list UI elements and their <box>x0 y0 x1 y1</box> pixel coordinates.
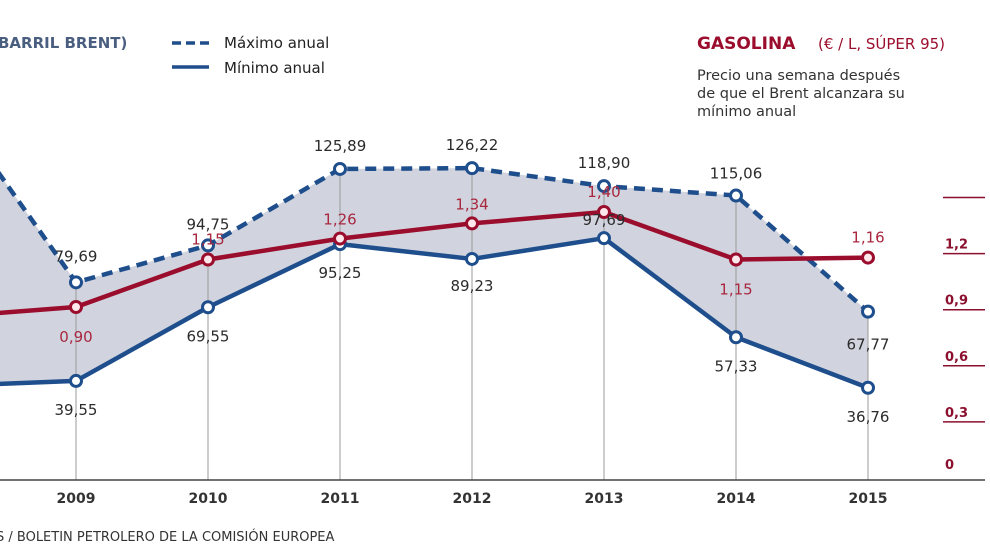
min-point-2010 <box>201 300 215 315</box>
gasoline-point-2013 <box>597 205 611 219</box>
max-label-2013: 118,90 <box>578 154 631 172</box>
gasoline-unit: (€ / L, SÚPER 95) <box>818 34 945 53</box>
gasoline-point-2012 <box>465 216 479 231</box>
max-point-2010 <box>201 238 215 253</box>
gasoline-point-2011 <box>333 231 347 246</box>
max-point-2009 <box>69 275 83 290</box>
gasoline-title: GASOLINA <box>697 34 796 54</box>
x-tick-2009: 2009 <box>57 491 96 507</box>
x-tick-2011: 2011 <box>321 491 360 507</box>
max-label-2009: 79,69 <box>55 247 98 265</box>
x-axis-labels: 2009 2010 2011 2012 2013 2014 2015 <box>57 491 888 507</box>
max-point-2011 <box>333 161 347 176</box>
gasoline-label-2014: 1,15 <box>719 281 752 299</box>
max-point-2015 <box>861 304 875 319</box>
legend-min-label: Mínimo anual <box>224 59 325 77</box>
x-tick-2010: 2010 <box>189 491 228 507</box>
max-point-2012 <box>465 161 479 176</box>
max-label-2010: 94,75 <box>187 215 230 233</box>
gasoline-point-2010 <box>201 252 215 267</box>
max-label-2015: 67,77 <box>847 336 890 354</box>
gasoline-label-2013: 1,40 <box>587 183 620 201</box>
gasoline-subtitle-line-3: mínimo anual <box>697 104 796 120</box>
right-axis: 0 0,3 0,6 0,9 1,2 <box>943 196 985 473</box>
min-point-2009 <box>69 373 83 388</box>
right-tick-label-4: 1,2 <box>945 238 968 253</box>
gasoline-label-2015: 1,16 <box>851 229 884 247</box>
gasoline-point-2014 <box>729 252 743 267</box>
x-tick-2013: 2013 <box>585 491 624 507</box>
min-label-2015: 36,76 <box>847 408 890 426</box>
min-label-2009: 39,55 <box>55 401 98 419</box>
x-tick-2015: 2015 <box>849 491 888 507</box>
max-point-2013 <box>597 179 611 194</box>
max-label-2014: 115,06 <box>710 165 763 183</box>
gasoline-point-2015 <box>861 250 875 265</box>
gasoline-subtitle-line-2: de que el Brent alcanzara su <box>697 86 905 102</box>
legend-max-label: Máximo anual <box>224 34 329 52</box>
series-min-line <box>0 235 869 390</box>
min-label-2014: 57,33 <box>715 357 758 375</box>
gasoline-subtitle-line-1: Precio una semana después <box>697 68 900 84</box>
max-label-2011: 125,89 <box>314 137 367 155</box>
min-point-2015 <box>861 380 875 395</box>
min-point-2014 <box>729 330 743 345</box>
max-point-2014 <box>729 188 743 203</box>
gasoline-label-2011: 1,26 <box>323 211 356 229</box>
gasoline-label-2010: 1,15 <box>191 231 224 249</box>
min-label-2011: 95,25 <box>319 264 362 282</box>
series-gasoline-line <box>0 209 869 316</box>
x-tick-2014: 2014 <box>717 491 756 507</box>
gasoline-label-2009: 0,90 <box>59 328 92 346</box>
gasoline-label-2012: 1,34 <box>455 195 488 213</box>
x-tick-2012: 2012 <box>453 491 492 507</box>
right-tick-label-2: 0,6 <box>945 350 968 365</box>
plot-area: 79,69 94,75 125,89 126,22 118,90 115,06 67,77 3… <box>0 136 889 480</box>
min-point-2013 <box>597 231 611 246</box>
min-label-2012: 89,23 <box>451 277 494 295</box>
right-tick-label-0: 0 <box>945 458 954 473</box>
max-label-2012: 126,22 <box>446 136 499 154</box>
min-point-2012 <box>465 251 479 266</box>
brent-header-label: BARRIL BRENT) <box>0 34 127 52</box>
range-band <box>0 168 868 388</box>
series-max-line <box>0 165 870 314</box>
right-tick-label-3: 0,9 <box>945 294 968 309</box>
gasoline-point-2009 <box>69 300 83 314</box>
source-note: S / BOLETIN PETROLERO DE LA COMISIÓN EUR… <box>0 529 335 545</box>
min-label-2010: 69,55 <box>187 327 230 345</box>
min-label-2013: 97,69 <box>583 211 626 229</box>
right-tick-label-1: 0,3 <box>945 406 968 421</box>
